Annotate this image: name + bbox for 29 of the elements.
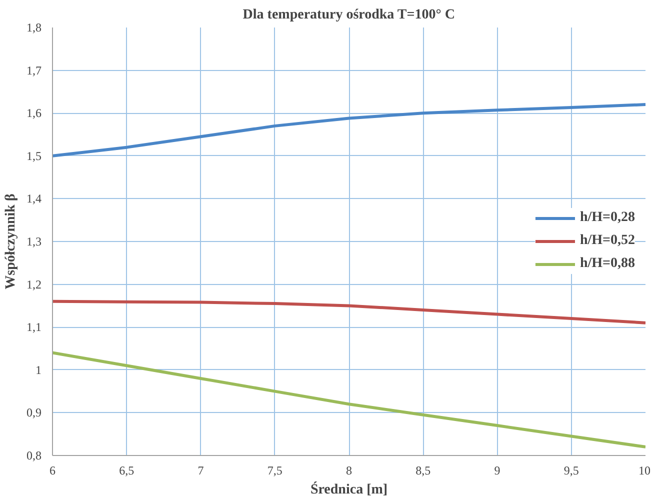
y-tick-label: 1 xyxy=(36,362,42,377)
legend-label: h/H=0,28 xyxy=(580,210,635,226)
x-tick-label: 7,5 xyxy=(267,464,282,478)
y-tick-label: 1,2 xyxy=(26,277,42,292)
y-axis-title: Współczynnik β xyxy=(4,194,18,290)
x-tick-label: 8 xyxy=(346,464,352,478)
x-tick-label: 9 xyxy=(494,464,500,478)
y-tick-label: 0,8 xyxy=(26,448,42,462)
chart-title: Dla temperatury ośrodka T=100° C xyxy=(242,8,455,22)
y-tick-label: 1,7 xyxy=(26,63,42,78)
y-tick-label: 1,3 xyxy=(26,234,42,248)
x-tick-label: 6,5 xyxy=(119,464,134,478)
x-tick-label: 6 xyxy=(50,464,56,478)
y-tick-label: 0,9 xyxy=(26,406,42,420)
legend-label: h/H=0,52 xyxy=(580,233,635,249)
line-series xyxy=(52,351,646,448)
legend-label: h/H=0,88 xyxy=(580,256,635,272)
x-tick-label: 7 xyxy=(198,464,204,478)
x-tick-label: 9,5 xyxy=(564,464,579,478)
y-tick-label: 1,5 xyxy=(26,148,42,163)
y-tick-label: 1,8 xyxy=(26,20,42,34)
x-tick-label: 10 xyxy=(638,464,650,478)
x-axis-title: Średnica [m] xyxy=(310,480,388,498)
y-tick-label: 1,6 xyxy=(26,106,42,120)
line-series xyxy=(52,103,646,158)
line-series xyxy=(52,300,646,324)
x-tick-label: 8,5 xyxy=(416,464,431,478)
y-tick-label: 1,1 xyxy=(26,320,42,334)
y-tick-label: 1,4 xyxy=(26,192,42,206)
